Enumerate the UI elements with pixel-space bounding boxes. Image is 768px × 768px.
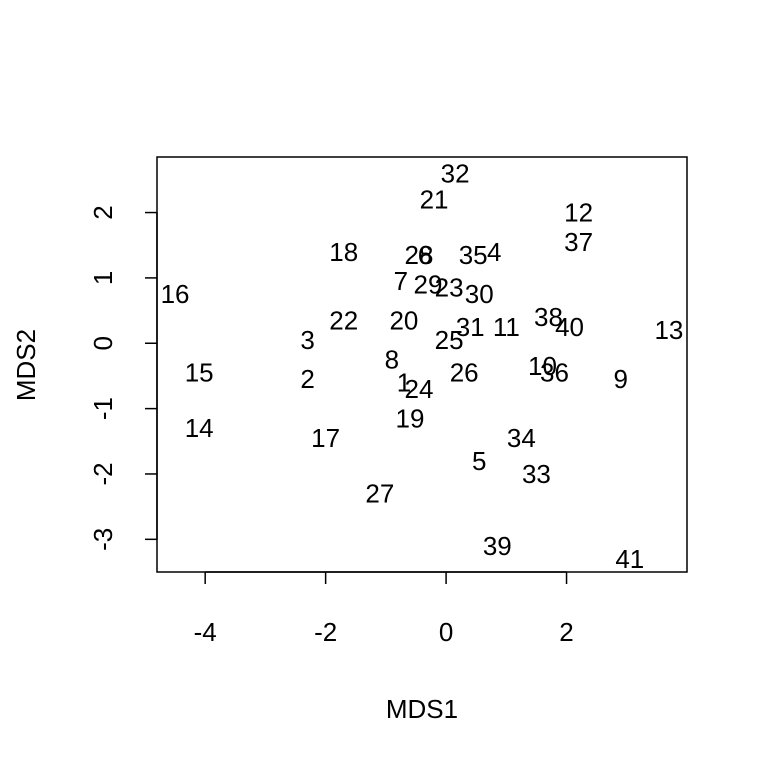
y-tick-label: 0 [88,336,118,350]
y-axis: -3 -2 -1 0 1 2 [88,205,158,551]
plot-frame [156,156,688,573]
x-tick-label: -2 [314,617,337,647]
x-tick-label: 2 [559,617,573,647]
point-label-20: 20 [389,305,418,335]
point-label-15: 15 [185,358,214,388]
y-axis-title: MDS2 [11,329,41,401]
point-label-16: 16 [161,279,190,309]
point-label-28: 28 [405,240,434,270]
point-label-38: 38 [534,302,563,332]
point-label-41: 41 [615,544,644,574]
x-tick-label: 0 [439,617,453,647]
point-label-31: 31 [456,312,485,342]
point-label-21: 21 [420,184,449,214]
y-tick-label: -2 [88,462,118,485]
point-labels: 1234567891011121314151617181920212223242… [161,158,684,574]
point-label-23: 23 [435,273,464,303]
point-label-8: 8 [385,345,399,375]
point-label-3: 3 [300,325,314,355]
point-label-40: 40 [555,312,584,342]
point-label-14: 14 [185,413,214,443]
y-tick-label: -3 [88,528,118,551]
point-label-19: 19 [395,403,424,433]
point-label-33: 33 [522,459,551,489]
point-label-37: 37 [564,227,593,257]
point-label-30: 30 [465,279,494,309]
point-label-5: 5 [472,446,486,476]
point-label-24: 24 [405,374,434,404]
point-label-17: 17 [311,423,340,453]
y-tick-label: 2 [88,205,118,219]
point-label-18: 18 [329,237,358,267]
point-label-25: 25 [435,325,464,355]
x-axis-title: MDS1 [386,694,458,724]
point-label-9: 9 [614,364,628,394]
point-label-35: 35 [459,240,488,270]
point-label-11: 11 [493,312,520,342]
point-label-7: 7 [394,266,408,296]
point-label-13: 13 [654,315,683,345]
point-label-22: 22 [329,305,358,335]
point-label-12: 12 [564,198,593,228]
x-tick-label: -4 [194,617,217,647]
point-label-6: 6 [418,240,432,270]
point-label-2: 2 [300,364,314,394]
x-axis: -4 -2 0 2 [194,571,574,647]
point-label-10: 10 [528,351,557,381]
point-label-29: 29 [414,269,443,299]
point-label-26: 26 [450,358,479,388]
point-label-32: 32 [441,158,470,188]
y-tick-label: 1 [88,271,118,285]
y-tick-label: -1 [88,397,118,420]
point-label-36: 36 [540,358,569,388]
point-label-39: 39 [483,531,512,561]
point-label-34: 34 [507,423,536,453]
point-label-4: 4 [487,237,501,267]
point-label-1: 1 [397,367,411,397]
point-label-27: 27 [365,479,394,509]
